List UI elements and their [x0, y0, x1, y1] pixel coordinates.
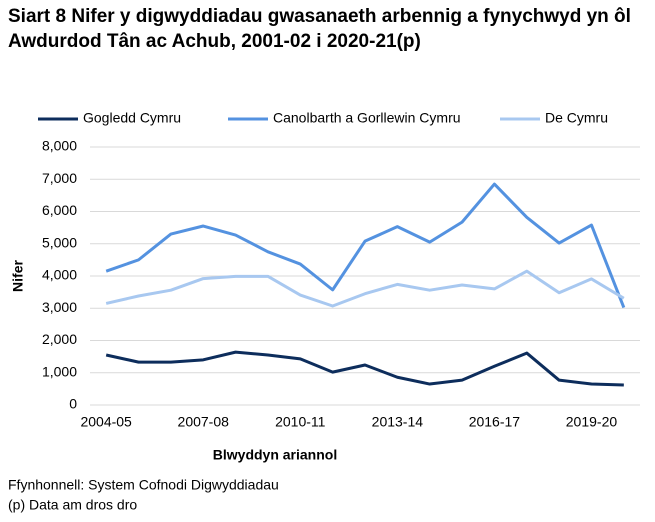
y-tick-label: 3,000: [42, 299, 77, 315]
y-tick-label: 6,000: [42, 202, 77, 218]
chart-title: Siart 8 Nifer y digwyddiadau gwasanaeth …: [8, 6, 631, 52]
y-tick-label: 5,000: [42, 234, 77, 250]
legend-label: Canolbarth a Gorllewin Cymru: [273, 110, 461, 126]
y-tick-label: 4,000: [42, 267, 77, 283]
line-series: [105, 182, 626, 309]
x-tick-label: 2016-17: [469, 414, 521, 430]
source: Ffynhonnell: System Cofnodi Digwyddiadau: [8, 477, 279, 493]
line-series: [105, 269, 625, 308]
line-series: [105, 350, 624, 387]
y-tick-label: 7,000: [42, 170, 77, 186]
legend-label: De Cymru: [545, 110, 608, 126]
note: (p) Data am dros dro: [8, 497, 137, 513]
x-tick-label: 2013-14: [372, 414, 424, 430]
y-tick-label: 2,000: [42, 331, 77, 347]
x-tick-label: 2007-08: [178, 414, 230, 430]
y-tick-label: 8,000: [42, 138, 77, 154]
legend-label: Gogledd Cymru: [83, 110, 181, 126]
y-axis-label: Nifer: [10, 260, 26, 292]
x-tick-label: 2019-20: [566, 414, 618, 430]
x-tick-label: 2010-11: [275, 414, 326, 430]
y-tick-label: 1,000: [42, 363, 77, 379]
y-tick-label: 0: [69, 396, 77, 412]
x-axis-label: Blwyddyn ariannol: [213, 447, 337, 463]
x-tick-label: 2004-05: [80, 414, 132, 430]
